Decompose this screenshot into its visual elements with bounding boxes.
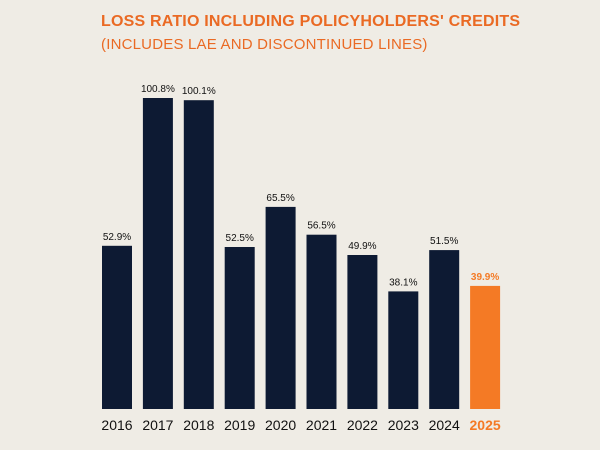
x-tick-label-2025: 2025 <box>470 417 501 433</box>
bar-2017 <box>142 98 173 409</box>
value-label-2021: 56.5% <box>307 221 335 232</box>
x-tick-label-2018: 2018 <box>183 417 214 433</box>
bar-2018 <box>183 100 214 409</box>
x-tick-label-2022: 2022 <box>347 417 378 433</box>
x-tick-label-2020: 2020 <box>265 417 296 433</box>
value-label-2025: 39.9% <box>471 272 499 283</box>
x-tick-label-2024: 2024 <box>429 417 460 433</box>
value-label-2018: 100.1% <box>182 86 216 97</box>
x-tick-label-2021: 2021 <box>306 417 337 433</box>
x-tick-label-2019: 2019 <box>224 417 255 433</box>
value-label-2020: 65.5% <box>266 193 294 204</box>
x-tick-label-2023: 2023 <box>388 417 419 433</box>
value-label-2024: 51.5% <box>430 236 458 247</box>
bar-2021 <box>306 234 337 409</box>
x-tick-label-2016: 2016 <box>101 417 132 433</box>
value-label-2017: 100.8% <box>141 84 175 95</box>
bar-2019 <box>224 247 255 409</box>
chart-title: LOSS RATIO INCLUDING POLICYHOLDERS' CRED… <box>101 13 521 30</box>
value-label-2019: 52.5% <box>226 233 254 244</box>
bar-2023 <box>388 291 419 409</box>
value-label-2023: 38.1% <box>389 277 417 288</box>
bar-2016 <box>102 245 132 409</box>
bar-2025 <box>470 285 501 409</box>
x-tick-label-2017: 2017 <box>142 417 173 433</box>
bar-2020 <box>265 206 296 409</box>
value-label-2016: 52.9% <box>103 232 131 243</box>
value-label-2022: 49.9% <box>348 241 376 252</box>
bar-2024 <box>429 250 460 409</box>
bar-2022 <box>347 255 378 409</box>
chart-subtitle: (INCLUDES LAE AND DISCONTINUED LINES) <box>101 36 428 53</box>
